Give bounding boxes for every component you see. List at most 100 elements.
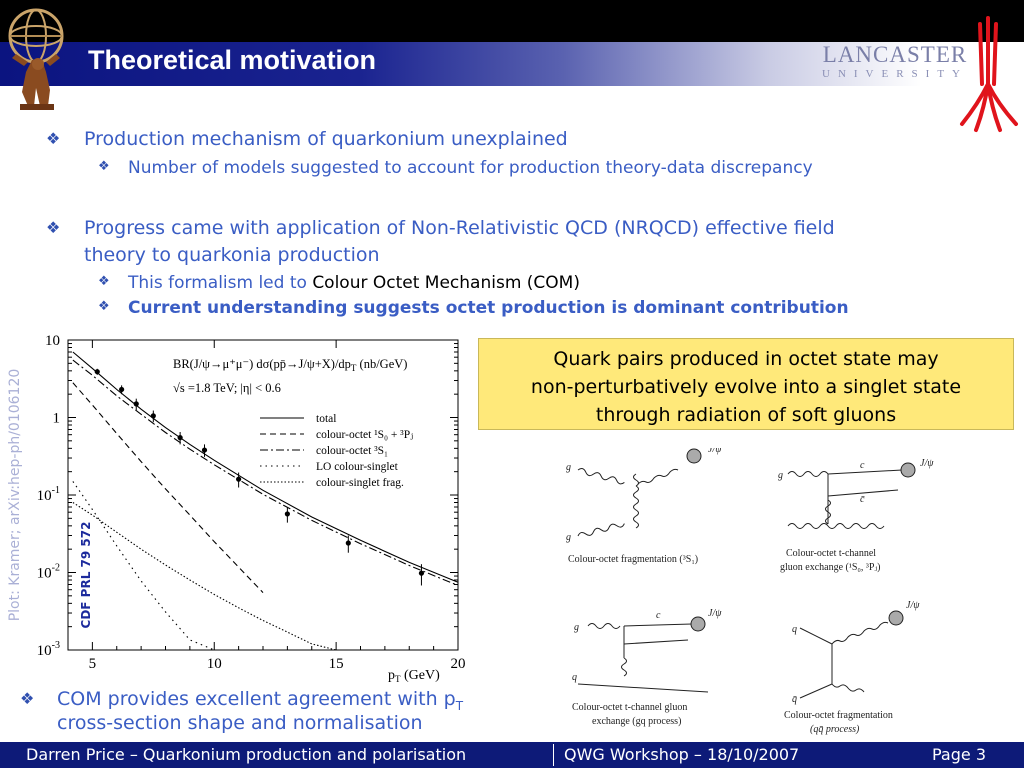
series-line	[72, 359, 459, 587]
callout-line3: through radiation of soft gluons	[595, 404, 897, 426]
bullet-2-sub1-prefix: This formalism led to	[128, 273, 313, 293]
chart-curves	[72, 351, 459, 651]
x-axis-label: pT (GeV)	[388, 668, 440, 684]
bullet-2-line1: Progress came with application of Non-Re…	[84, 217, 835, 239]
y-tick-exp: -3	[52, 640, 60, 651]
cross-section-chart: 5 10 15 20 10 1 10-1 10-2 10-3 BR(J/ψ→μ⁺μ⁻) dσ(p…	[37, 333, 466, 684]
y-tick-exp: -2	[52, 563, 60, 574]
x-axis-label-unit: (GeV)	[401, 668, 441, 683]
chart-title-sub: T	[351, 363, 357, 373]
chart-ticks: 5 10 15 20 10 1 10-1 10-2 10-3	[37, 333, 466, 672]
chart-title: BR(J/ψ→μ⁺μ⁻) dσ(pp̄→J/ψ+X)/dpT (nb/GeV)	[173, 357, 407, 373]
series-line	[72, 481, 215, 651]
diagram3-caption2: exchange (gq process)	[592, 716, 681, 727]
chart-legend: total colour-octet ¹S₀ + ³Pⱼ colour-octet …	[260, 413, 413, 489]
callout-line1: Quark pairs produced in octet state may	[553, 348, 939, 370]
chart-title-main: BR(J/ψ→μ⁺μ⁻) dσ(pp̄→J/ψ+X)/dp	[173, 357, 351, 371]
y-tick-label: 10-3	[37, 640, 60, 659]
diagram4-caption2: (qq̄ process)	[810, 724, 860, 735]
diagram3-jpsi: J/ψ	[708, 608, 722, 619]
diagram3-g: g	[574, 622, 579, 633]
data-point	[201, 447, 208, 453]
top-black-band	[0, 0, 1024, 42]
bullet-marker: ❖	[98, 299, 110, 314]
atlas-logo	[8, 8, 64, 110]
y-tick-label: 10-2	[37, 563, 60, 582]
series-line	[72, 502, 337, 651]
footer-author: Darren Price – Quarkonium production and…	[26, 745, 467, 764]
callout-line2: non-perturbatively evolve into a singlet…	[530, 376, 962, 398]
diagram3-caption1: Colour-octet t-channel gluon	[572, 702, 687, 713]
series-line	[72, 351, 459, 583]
bullet-marker: ❖	[98, 159, 110, 174]
series-line	[72, 382, 264, 593]
bullet-1-sub: Number of models suggested to account fo…	[128, 158, 813, 178]
legend-label: LO colour-singlet	[316, 461, 399, 473]
diagram3-c: c	[656, 610, 661, 621]
diagram1-g-bottom: g	[566, 532, 571, 543]
diagram-colour-octet-fragmentation	[577, 448, 702, 537]
data-point	[133, 401, 139, 407]
data-point	[177, 435, 183, 441]
footer-event: QWG Workshop – 18/10/2007	[564, 745, 800, 764]
bullet-3-text: COM provides excellent agreement with p	[57, 688, 456, 710]
bullet-marker: ❖	[98, 274, 110, 289]
feynman-diagrams: g g J/ψ Colour-octet fragmentation (³S₁)…	[566, 448, 934, 735]
diagram1-caption: Colour-octet fragmentation (³S₁)	[568, 554, 698, 565]
diagram2-g: g	[778, 470, 783, 481]
data-point	[284, 511, 290, 517]
diagram4-q: q	[792, 624, 797, 635]
plot-source-label: Plot: Kramer; arXiv:hep-ph/0106120	[5, 360, 25, 630]
x-axis-label-sub: T	[395, 674, 401, 684]
data-point	[150, 413, 156, 419]
diagram4-jpsi: J/ψ	[906, 600, 920, 611]
legend-label: total	[316, 413, 336, 425]
x-tick-label: 20	[451, 656, 466, 672]
bullet-2-line2: theory to quarkonia production	[84, 244, 380, 266]
x-tick-label: 10	[207, 656, 222, 672]
lancaster-logo: LANCASTER UNIVERSITY	[820, 40, 970, 90]
data-point	[418, 570, 425, 576]
bullet-marker: ❖	[20, 689, 35, 708]
diagram1-g-top: g	[566, 462, 571, 473]
diagram3-q: q	[572, 672, 577, 683]
bullet-1: Production mechanism of quarkonium unexp…	[84, 128, 568, 150]
bullet-marker: ❖	[46, 218, 61, 237]
chart-title-unit: (nb/GeV)	[356, 357, 407, 371]
legend-label: colour-octet ³S₁	[316, 445, 388, 457]
plot-source-text: Plot: Kramer; arXiv:hep-ph/0106120	[7, 368, 23, 622]
bullet-2-sub2: Current understanding suggests octet pro…	[128, 298, 849, 318]
bullet-3-line1: COM provides excellent agreement with pT	[57, 686, 463, 719]
diagram2-c: c	[860, 460, 865, 471]
chart-points	[94, 368, 425, 586]
y-tick-label: 10	[45, 333, 60, 349]
diagram-gq-process	[577, 616, 709, 693]
title-band	[0, 42, 1024, 86]
callout-box: Quark pairs produced in octet state may …	[478, 338, 1014, 430]
footer-bar: Darren Price – Quarkonium production and…	[0, 742, 1024, 768]
red-crest-logo	[960, 16, 1018, 132]
diagram-t-channel-gluon	[787, 462, 916, 529]
diagram-qqbar-process	[799, 610, 904, 699]
bullet-2-sub1: This formalism led to Colour Octet Mecha…	[128, 272, 580, 294]
com-highlight: Colour Octet Mechanism (COM)	[312, 273, 580, 293]
chart-subtitle: √s =1.8 TeV; |η| < 0.6	[173, 381, 281, 395]
bullet-3-line2: cross-section shape and normalisation	[57, 712, 423, 734]
bullet-marker: ❖	[46, 129, 61, 148]
slide-title: Theoretical motivation	[88, 45, 377, 75]
legend-label: colour-octet ¹S₀ + ³Pⱼ	[316, 429, 413, 441]
lancaster-name: LANCASTER	[822, 42, 968, 67]
x-axis-label-main: p	[388, 668, 395, 683]
diagram2-caption1: Colour-octet t-channel	[786, 548, 876, 559]
diagram2-caption2: gluon exchange (¹S₀, ³Pⱼ)	[780, 562, 880, 573]
legend-label: colour-singlet frag.	[316, 477, 404, 489]
data-point	[236, 476, 242, 482]
lancaster-university: UNIVERSITY	[822, 68, 968, 80]
y-tick-label: 10-1	[37, 485, 60, 504]
diagram4-caption1: Colour-octet fragmentation	[784, 710, 893, 721]
data-point	[345, 540, 351, 546]
diagram2-cbar: c̄	[860, 494, 865, 505]
diagram1-jpsi: J/ψ	[708, 448, 722, 455]
y-tick-exp: -1	[52, 485, 60, 496]
x-tick-label: 5	[89, 656, 97, 672]
